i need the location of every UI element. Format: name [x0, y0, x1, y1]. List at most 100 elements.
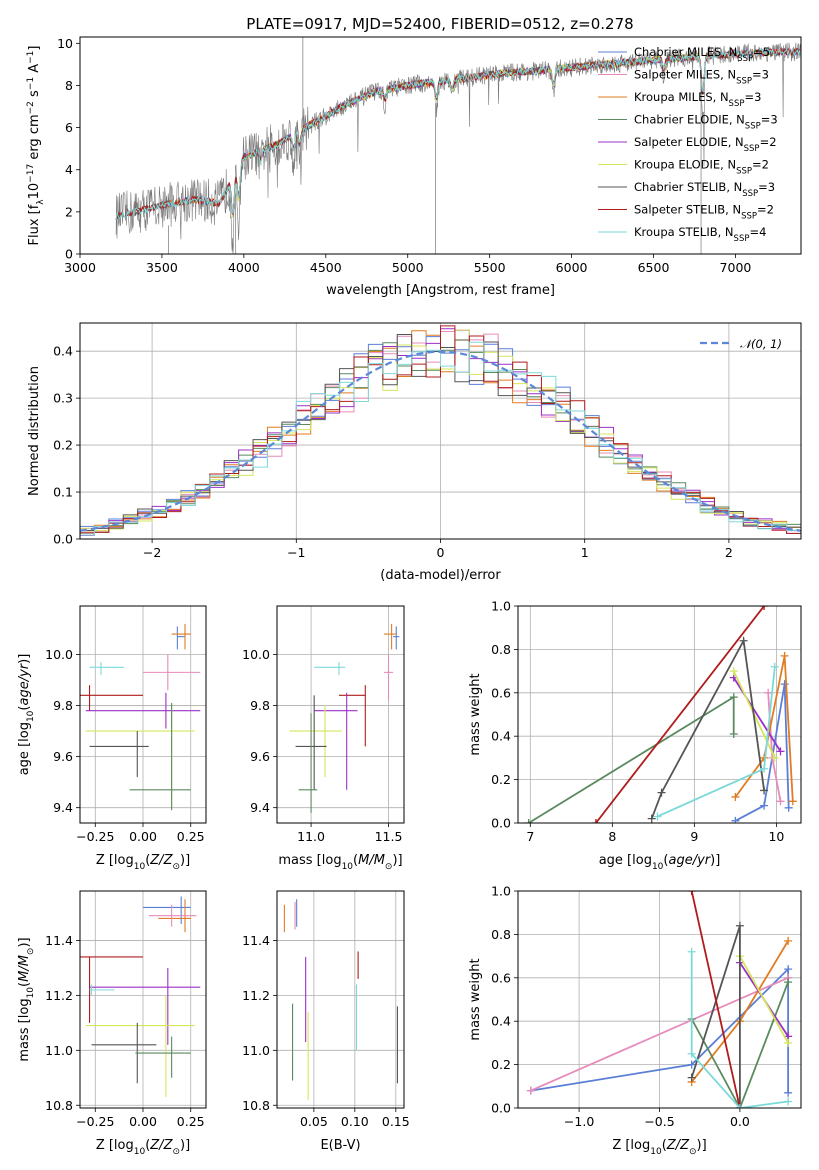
y-tick-label: 0 [65, 247, 73, 262]
y-axis-label: Flux [fλ10−17 erg cm−2 s−1 A−1] [26, 46, 46, 246]
y-tick-label: 10 [57, 36, 73, 51]
legend-entry: 𝒩(0, 1) [740, 337, 782, 351]
plus-marker [653, 812, 662, 821]
errorbar-point [314, 692, 358, 790]
y-tick-label: 6 [65, 120, 73, 135]
plot-area [80, 896, 201, 1098]
weight-line [650, 637, 765, 820]
panel-mass_vs_Z: −0.25 0.00 0.25 10.8 11.0 11.2 11.4 Z [log10(Z/… [17, 890, 207, 1157]
x-axis-label: Z [log10(Z/Z⊙)] [612, 1138, 706, 1157]
y-tick-label: 11.0 [242, 1043, 270, 1058]
x-tick-label: 7 [526, 829, 534, 844]
weight-series [731, 651, 797, 806]
plus-marker [760, 801, 769, 810]
x-tick-label: −0.5 [644, 1114, 674, 1129]
y-tick-label: 9.8 [53, 698, 73, 713]
y-tick-label: 0.0 [491, 816, 511, 831]
spectrum-legend: Chabrier MILES, NSSP=5 Salpeter MILES, NS… [598, 45, 778, 244]
weight-line [734, 655, 794, 802]
weight-series [731, 680, 793, 823]
x-tick-label: 11.5 [375, 829, 403, 844]
y-tick-label: 11.2 [242, 988, 270, 1003]
errorbar-point [393, 626, 400, 650]
axes-frame [517, 605, 802, 824]
x-tick-label: 0.00 [129, 829, 157, 844]
y-tick-label: 1.0 [491, 599, 511, 614]
legend-entry: Kroupa ELODIE, NSSP=2 [634, 158, 769, 177]
y-tick-label: 0.8 [491, 927, 511, 942]
y-tick-label: 10.0 [45, 647, 73, 662]
legend-entry: Kroupa MILES, NSSP=3 [634, 90, 761, 109]
y-tick-label: 11.2 [45, 988, 73, 1003]
plus-marker [735, 921, 744, 930]
plus-marker [784, 936, 793, 945]
axes-frame [276, 605, 405, 824]
plot-area [115, 37, 801, 254]
plus-marker [788, 797, 797, 806]
gaussian-curve [80, 350, 801, 532]
y-tick-label: 9.6 [53, 749, 73, 764]
errorbar-point [129, 703, 191, 811]
x-axis-label: mass [log10(M/M⊙)] [278, 853, 402, 872]
errorbar-point [314, 662, 346, 675]
errorbar-point [383, 654, 394, 701]
plus-marker [657, 788, 666, 797]
x-tick-label: 0 [437, 545, 445, 560]
errorbar-point [148, 904, 197, 927]
plus-marker [784, 1088, 793, 1097]
legend-entry: Chabrier STELIB, NSSP=3 [634, 180, 775, 199]
plus-marker [591, 819, 600, 823]
errorbar-point [89, 984, 115, 996]
x-tick-label: 2 [725, 545, 733, 560]
x-tick-label: 0.0 [730, 1114, 750, 1129]
weight-series [687, 891, 744, 1108]
weight-line [734, 683, 790, 822]
plus-marker [735, 1104, 744, 1108]
y-tick-label: 9.4 [250, 800, 270, 815]
errorbar-point [80, 685, 143, 711]
y-axis-label: mass [log10(M/M⊙)] [17, 937, 36, 1061]
legend-entry: Salpeter STELIB, NSSP=2 [634, 203, 774, 222]
x-tick-label: 8 [608, 829, 616, 844]
plot-area [80, 623, 201, 811]
errorbar-point [176, 626, 185, 650]
y-tick-label: 11.4 [242, 933, 270, 948]
x-tick-label: 3500 [146, 260, 178, 275]
legend-entry: Salpeter MILES, NSSP=3 [634, 68, 769, 87]
panel-residual_histogram: 𝒩(0, 1) −2 −1 0 1 2 0.0 0.1 0.2 0.3 0.4 (data-model… [27, 322, 802, 583]
axes-frame [276, 890, 405, 1109]
x-tick-label: −1 [287, 545, 305, 560]
plus-marker [687, 947, 696, 956]
plot-area [80, 325, 801, 539]
y-tick-label: 0.2 [53, 438, 73, 453]
plus-marker [729, 693, 738, 702]
y-tick-label: 10.8 [242, 1098, 270, 1113]
x-tick-label: 0.00 [129, 1114, 157, 1129]
x-tick-label: 0.10 [341, 1114, 369, 1129]
plus-marker [770, 753, 779, 762]
y-axis-label: mass weight [468, 673, 483, 755]
plus-marker [784, 1038, 793, 1047]
y-tick-label: 9.8 [250, 698, 270, 713]
y-axis-label: age [log10(age/yr)] [17, 654, 36, 776]
y-tick-label: 0.0 [491, 1101, 511, 1116]
panel-mass_vs_ebv: 0.05 0.10 0.15 10.8 11.0 11.2 11.4 E(B-V) [242, 890, 410, 1153]
panel-spectrum: Chabrier MILES, NSSP=5 Salpeter MILES, NS… [26, 36, 802, 298]
plus-marker [760, 786, 769, 795]
plus-marker [647, 814, 656, 823]
plus-marker [760, 606, 769, 610]
y-tick-label: 10.8 [45, 1098, 73, 1113]
weight-series [735, 952, 793, 1047]
x-tick-label: 4500 [310, 260, 342, 275]
x-axis-label: E(B-V) [320, 1138, 360, 1153]
plus-marker [687, 891, 696, 895]
x-tick-label: 0.25 [177, 829, 205, 844]
plus-marker [784, 1097, 793, 1106]
x-tick-label: 11.0 [297, 829, 325, 844]
x-tick-label: −2 [143, 545, 161, 560]
y-tick-label: 9.4 [53, 800, 73, 815]
x-tick-label: 10 [768, 829, 784, 844]
legend-entry: Chabrier ELODIE, NSSP=3 [634, 113, 778, 132]
y-tick-label: 0.3 [53, 391, 73, 406]
